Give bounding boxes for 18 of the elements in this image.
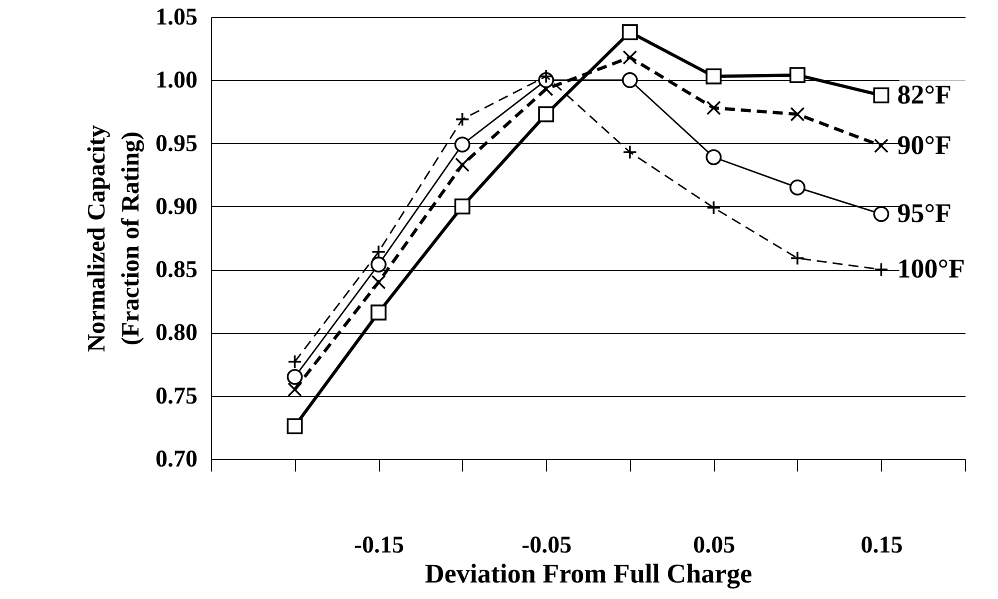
y-tick-label: 0.90 <box>156 194 198 220</box>
x-tick-label: 0.15 <box>860 532 903 558</box>
y-tick-label: 1.05 <box>156 4 198 30</box>
y-tick-label: 0.70 <box>156 446 198 472</box>
y-tick-label: 0.75 <box>156 383 198 410</box>
x-tick-label: 0.05 <box>693 532 736 558</box>
y-tick-label: 0.95 <box>156 130 198 157</box>
y-tick-label: 0.80 <box>156 320 198 346</box>
series-label: 82°F <box>897 79 952 110</box>
series-label: 90°F <box>897 130 952 160</box>
series-label: 100°F <box>897 254 966 284</box>
x-tick-label: -0.15 <box>354 532 404 558</box>
y-tick-label: 0.85 <box>156 257 198 284</box>
y-axis-title: Normalized Capacity (Fraction of Rating) <box>84 124 144 352</box>
series-label: 95°F <box>897 198 952 228</box>
x-axis-title: Deviation From Full Charge <box>424 558 752 588</box>
y-tick-label: 1.00 <box>156 68 198 94</box>
x-tick-label: -0.05 <box>522 532 572 558</box>
